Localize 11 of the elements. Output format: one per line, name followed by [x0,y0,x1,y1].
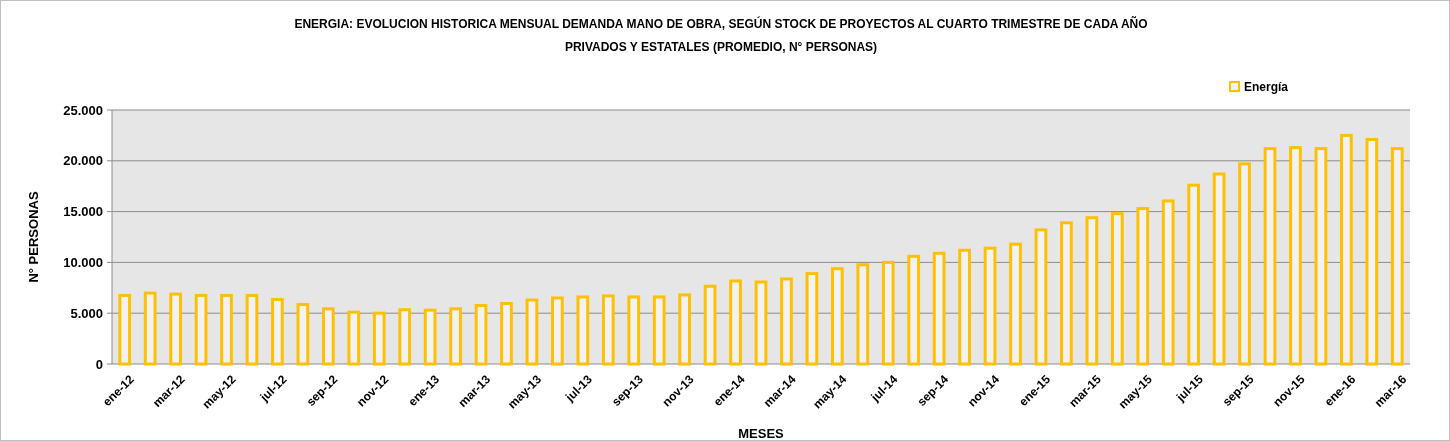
chart-subtitle: PRIVADOS Y ESTATALES (PROMEDIO, N° PERSONAS) [564,40,878,54]
x-axis-title: MESES [738,426,785,441]
y-axis-title: N° PERSONAS [26,191,41,283]
legend-label: Energía [1244,80,1289,95]
chart-title: ENERGIA: EVOLUCION HISTORICA MENSUAL DEMANDA MANO DE OBRA, SEGÚN STOCK DE PROYECTOS AL CUARTO TRIMESTRE DE CADA AÑO [294,16,1148,31]
y-tick-label: 20.000 [63,153,103,169]
y-tick-label: 0 [95,356,103,372]
y-tick-label: 5.000 [70,305,103,321]
y-tick-label: 10.000 [63,254,103,270]
y-tick-label: 15.000 [63,204,103,220]
y-tick-label: 25.000 [63,102,103,118]
